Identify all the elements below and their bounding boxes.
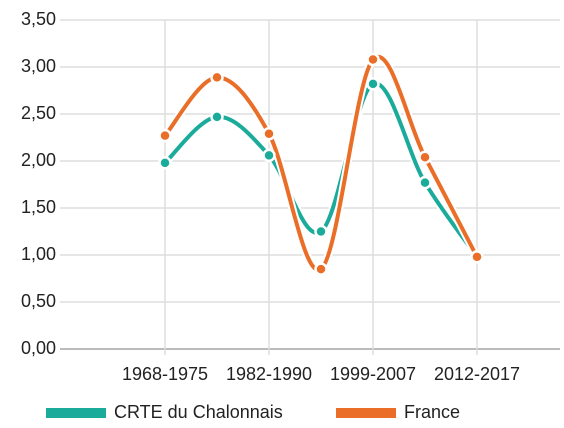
data-point (418, 150, 432, 164)
y-tick-label: 0,50 (21, 291, 56, 311)
x-tick-label: 1968-1975 (122, 364, 208, 384)
data-point (366, 77, 380, 91)
y-tick-label: 0,00 (21, 338, 56, 358)
data-point (418, 175, 432, 190)
y-tick-label: 3,50 (21, 9, 56, 29)
y-tick-label: 1,00 (21, 244, 56, 264)
data-point (262, 148, 276, 163)
y-tick-label: 2,00 (21, 150, 56, 170)
data-point (314, 262, 328, 276)
x-tick-label: 2012-2017 (434, 364, 520, 384)
data-point (470, 250, 484, 264)
legend-swatch (336, 408, 396, 418)
data-point (366, 52, 380, 67)
legend-label: France (404, 402, 460, 422)
data-point (210, 70, 224, 85)
data-point (210, 110, 224, 124)
x-tick-label: 1999-2007 (330, 364, 416, 384)
y-tick-label: 1,50 (21, 197, 56, 217)
data-point (158, 128, 172, 143)
data-point (158, 156, 172, 170)
data-point (314, 224, 328, 239)
y-tick-label: 3,00 (21, 56, 56, 76)
x-tick-label: 1982-1990 (226, 364, 312, 384)
data-point (262, 126, 276, 141)
y-tick-label: 2,50 (21, 103, 56, 123)
legend-label: CRTE du Chalonnais (114, 402, 283, 422)
legend-swatch (46, 408, 106, 418)
